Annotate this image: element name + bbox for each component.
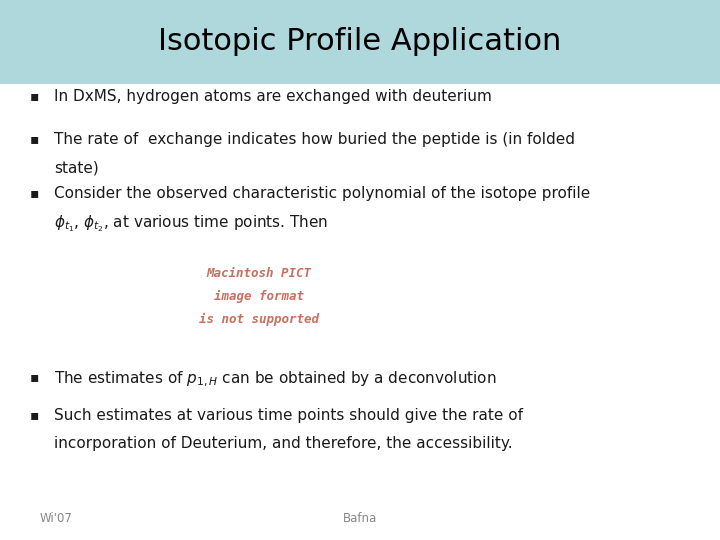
Text: Bafna: Bafna — [343, 512, 377, 525]
Bar — [0, 0, 720, 84]
Text: In DxMS, hydrogen atoms are exchanged with deuterium: In DxMS, hydrogen atoms are exchanged wi… — [54, 89, 492, 104]
Text: Wi'07: Wi'07 — [40, 512, 73, 525]
Text: ▪: ▪ — [30, 408, 40, 422]
Text: Macintosh PICT: Macintosh PICT — [207, 267, 312, 280]
Text: Such estimates at various time points should give the rate of: Such estimates at various time points sh… — [54, 408, 523, 423]
Text: ▪: ▪ — [30, 132, 40, 146]
Text: is not supported: is not supported — [199, 313, 319, 326]
Text: The rate of  exchange indicates how buried the peptide is (in folded: The rate of exchange indicates how burie… — [54, 132, 575, 147]
Text: ▪: ▪ — [30, 89, 40, 103]
Text: incorporation of Deuterium, and therefore, the accessibility.: incorporation of Deuterium, and therefor… — [54, 436, 513, 451]
Text: ▪: ▪ — [30, 186, 40, 200]
Text: ▪: ▪ — [30, 370, 40, 384]
Text: state): state) — [54, 160, 99, 176]
Text: Consider the observed characteristic polynomial of the isotope profile: Consider the observed characteristic pol… — [54, 186, 590, 201]
Text: image format: image format — [215, 290, 304, 303]
Text: Isotopic Profile Application: Isotopic Profile Application — [158, 28, 562, 56]
Text: $\phi_{t_1}$, $\phi_{t_2}$, at various time points. Then: $\phi_{t_1}$, $\phi_{t_2}$, at various t… — [54, 213, 328, 234]
Text: The estimates of $p_{1,H}$ can be obtained by a deconvolution: The estimates of $p_{1,H}$ can be obtain… — [54, 370, 497, 389]
